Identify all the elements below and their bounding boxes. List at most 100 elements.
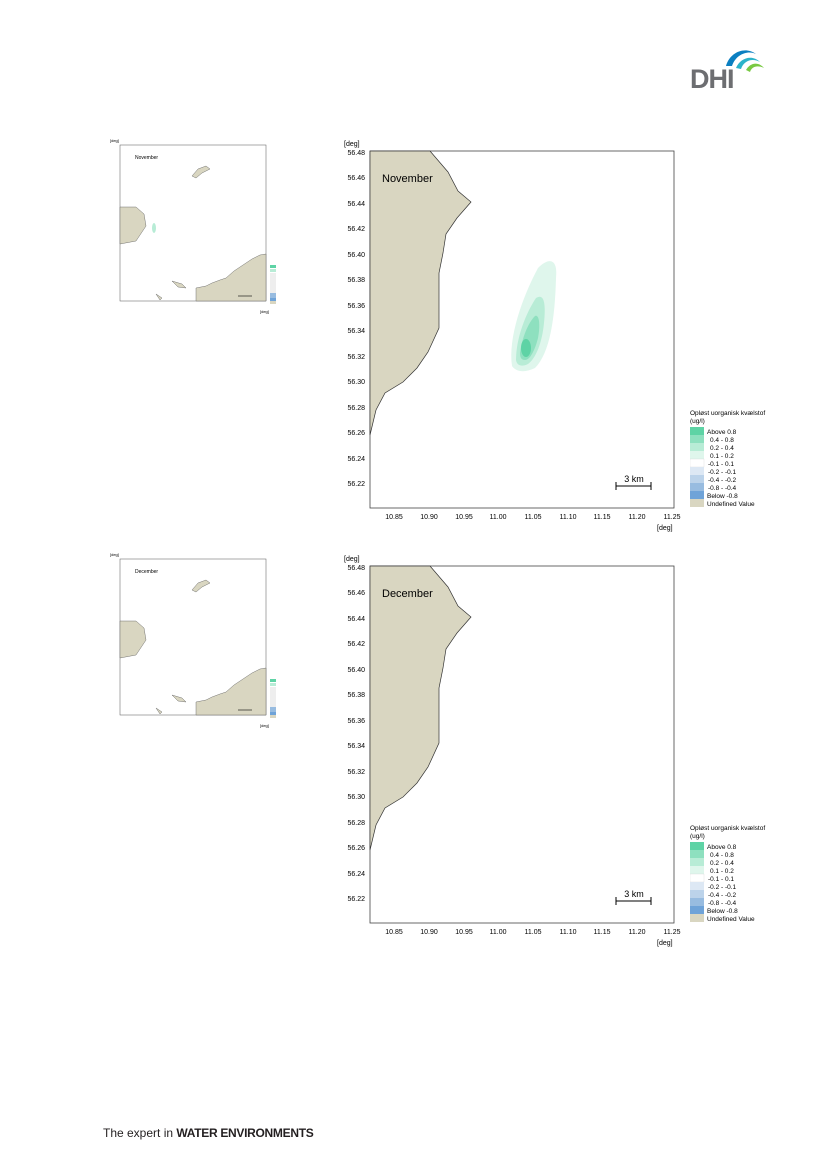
y-tick: 56.46 [347,590,365,597]
y-tick: 56.42 [347,226,365,233]
land-area [369,150,472,436]
x-tick: 11.05 [525,929,542,936]
legend-label: -0.2 - -0.1 [708,884,737,891]
legend-label: Undefined Value [707,501,755,508]
y-tick: 56.28 [347,405,365,412]
thumbnail-november: [deg] November [deg] [110,138,276,314]
map-november: [deg] November 56.48 56.46 56.44 56.42 5… [344,141,681,532]
scale-bar: 3 km [615,889,652,905]
y-tick: 56.34 [347,328,365,335]
y-tick: 56.42 [347,641,365,648]
legend-swatches [690,842,705,922]
y-tick: 56.36 [347,303,365,310]
legend-label: Below -0.8 [707,493,738,500]
legend-label: 0.4 - 0.8 [710,852,734,859]
legend-december: Opløst uorganisk kvælstof (ug/l) Above 0… [690,825,765,923]
legend-november: Opløst uorganisk kvælstof (ug/l) Above 0… [690,410,765,508]
y-tick: 56.40 [347,667,365,674]
legend-label: 0.2 - 0.4 [710,445,734,452]
x-tick: 11.20 [629,929,646,936]
x-tick: 11.20 [629,514,646,521]
y-tick: 56.46 [347,175,365,182]
y-tick: 56.26 [347,430,365,437]
legend-swatches [690,427,705,507]
dhi-logo: DHI [690,44,765,94]
thumbnail-december: [deg] December [deg] [110,552,276,728]
y-tick: 56.22 [347,896,365,903]
thumb-axis-unit-x: [deg] [260,723,269,728]
legend-label: 0.1 - 0.2 [710,453,734,460]
thumb-month-label: November [135,155,158,161]
legend-label: Above 0.8 [707,429,737,436]
x-tick: 10.90 [420,929,438,936]
y-axis-unit: [deg] [344,141,360,148]
wave-icon [726,50,764,72]
footer-tagline: The expert in WATER ENVIRONMENTS [103,1126,314,1140]
legend-title: Opløst uorganisk kvælstof [690,825,765,832]
y-tick: 56.44 [347,616,365,623]
y-tick: 56.24 [347,871,365,878]
x-axis-unit: [deg] [657,525,673,532]
y-tick: 56.34 [347,743,365,750]
y-tick: 56.32 [347,769,365,776]
month-label: December [382,588,433,600]
x-tick: 11.05 [525,514,542,521]
thumb-axis-unit: [deg] [110,552,119,557]
x-tick: 10.85 [385,929,403,936]
x-tick: 11.00 [490,514,507,521]
x-tick: 11.25 [664,514,681,521]
x-tick: 11.10 [560,514,577,521]
x-tick: 11.10 [560,929,577,936]
y-tick: 56.48 [347,565,365,572]
x-tick: 11.00 [490,929,507,936]
legend-label: -0.1 - 0.1 [708,876,734,883]
legend-label: -0.2 - -0.1 [708,469,737,476]
x-tick: 10.95 [455,929,473,936]
y-tick: 56.22 [347,481,365,488]
scale-bar-label: 3 km [624,474,644,484]
y-tick: 56.30 [347,379,365,386]
legend-label: -0.4 - -0.2 [708,892,737,899]
y-tick: 56.40 [347,252,365,259]
legend-unit: (ug/l) [690,418,705,425]
y-tick: 56.28 [347,820,365,827]
x-tick: 10.85 [385,514,403,521]
land-area [369,565,472,851]
tagline-prefix: The expert in [103,1126,177,1140]
y-tick: 56.44 [347,201,365,208]
thumb-axis-unit: [deg] [110,138,119,143]
legend-unit: (ug/l) [690,833,705,840]
x-tick: 11.15 [594,514,611,521]
x-tick: 10.90 [420,514,438,521]
legend-label: Below -0.8 [707,908,738,915]
y-axis-unit: [deg] [344,556,360,563]
legend-label: -0.1 - 0.1 [708,461,734,468]
y-tick: 56.38 [347,277,365,284]
y-tick: 56.26 [347,845,365,852]
y-tick: 56.38 [347,692,365,699]
logo-text: DHI [690,64,734,94]
y-tick: 56.48 [347,150,365,157]
map-december: [deg] December 56.48 56.46 56.44 56.42 5… [344,556,681,947]
thumb-month-label: December [135,569,158,575]
y-tick: 56.24 [347,456,365,463]
x-tick: 11.15 [594,929,611,936]
concentration-plume [511,261,557,372]
legend-label: 0.1 - 0.2 [710,868,734,875]
x-tick: 11.25 [664,929,681,936]
legend-label: 0.2 - 0.4 [710,860,734,867]
y-tick: 56.32 [347,354,365,361]
legend-title: Opløst uorganisk kvælstof [690,410,765,417]
scale-bar-label: 3 km [624,889,644,899]
y-tick: 56.36 [347,718,365,725]
legend-label: 0.4 - 0.8 [710,437,734,444]
legend-label: -0.4 - -0.2 [708,477,737,484]
thumb-axis-unit-x: [deg] [260,309,269,314]
legend-label: -0.8 - -0.4 [708,485,737,492]
x-axis-unit: [deg] [657,940,673,947]
legend-label: Above 0.8 [707,844,737,851]
x-tick: 10.95 [455,514,473,521]
scale-bar: 3 km [615,474,652,490]
legend-label: -0.8 - -0.4 [708,900,737,907]
tagline-bold: WATER ENVIRONMENTS [176,1126,314,1140]
